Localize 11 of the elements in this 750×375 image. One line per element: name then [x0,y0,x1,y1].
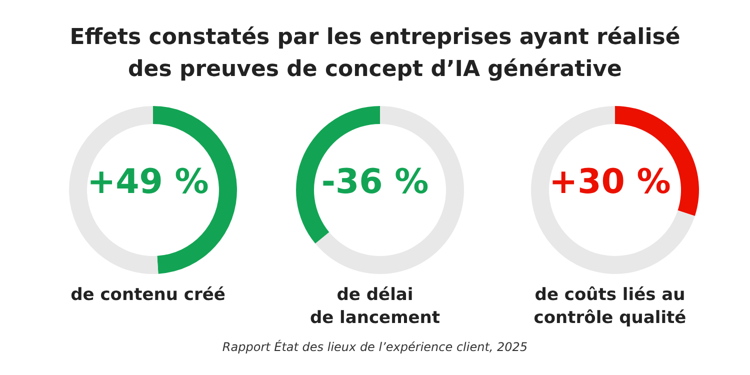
text: de coûts liés au contrôle qualité [532,284,688,330]
text: de contenu créé [70,284,226,307]
text: +49 % [86,162,210,202]
donut-slice [315,106,464,274]
text: Rapport État des lieux de l’expérience client, 2025 [221,340,529,354]
text: +30 % [548,162,672,202]
donut-slice [531,106,695,274]
text: Effets constatés par les entreprises ayant réalisé des preuves de concept d’IA générative [68,24,682,84]
donut-slice [296,106,380,244]
text: -36 % [320,162,430,202]
text: de délai de lancement [308,284,442,330]
